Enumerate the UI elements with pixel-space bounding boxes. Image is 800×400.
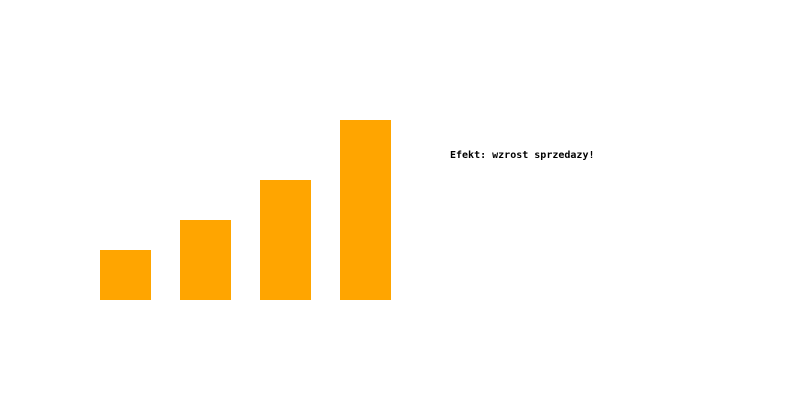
bar-4 <box>340 120 391 300</box>
bar-1 <box>100 250 151 300</box>
chart-caption: Efekt: wzrost sprzedazy! <box>450 150 595 161</box>
bar-3 <box>260 180 311 300</box>
bar-group <box>100 120 391 300</box>
bar-2 <box>180 220 231 300</box>
